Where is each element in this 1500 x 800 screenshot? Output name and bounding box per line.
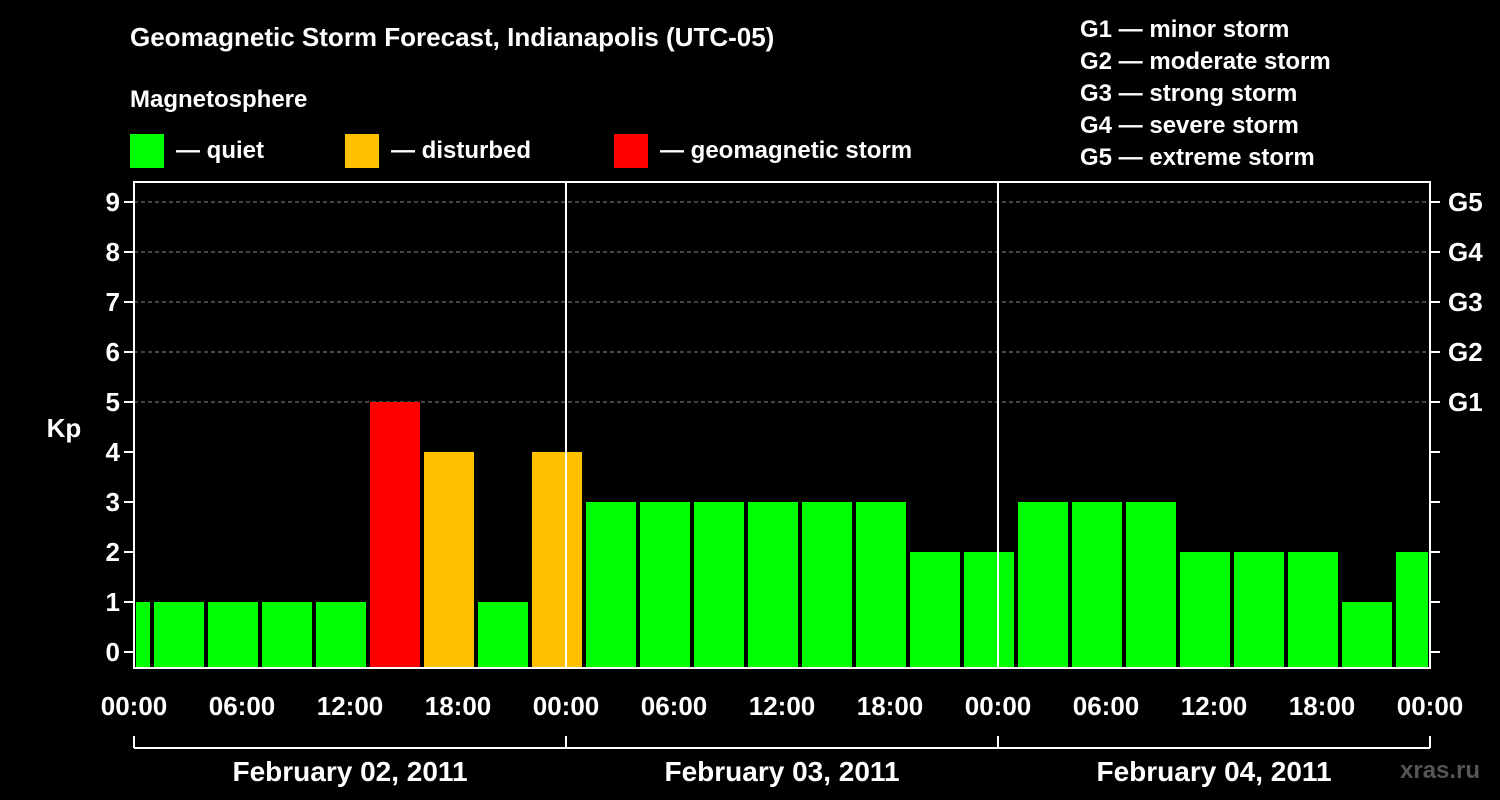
kp-bar bbox=[694, 502, 744, 668]
y-tick-label: 6 bbox=[106, 337, 120, 367]
x-tick-label: 00:00 bbox=[533, 691, 600, 721]
legend-item-quiet: — quiet bbox=[130, 134, 264, 168]
y-tick-label: 1 bbox=[106, 587, 120, 617]
kp-bar bbox=[586, 502, 636, 668]
kp-bar bbox=[1288, 552, 1338, 668]
storm-scale-g2: G2 — moderate storm bbox=[1080, 48, 1331, 75]
x-tick-label: 12:00 bbox=[1181, 691, 1248, 721]
legend-heading: Magnetosphere bbox=[130, 86, 308, 113]
day-label: February 04, 2011 bbox=[1096, 756, 1331, 787]
day-label: February 03, 2011 bbox=[664, 756, 899, 787]
y-tick-label: 0 bbox=[106, 637, 120, 667]
storm-level-label: G1 bbox=[1448, 387, 1483, 417]
kp-bar bbox=[136, 602, 150, 668]
kp-bar bbox=[424, 452, 474, 668]
storm-scale-g4: G4 — severe storm bbox=[1080, 112, 1299, 139]
y-tick-label: 9 bbox=[106, 187, 120, 217]
kp-bar bbox=[802, 502, 852, 668]
storm-scale-g3: G3 — strong storm bbox=[1080, 80, 1298, 107]
storm-scale-g1: G1 — minor storm bbox=[1080, 16, 1290, 43]
x-tick-label: 06:00 bbox=[209, 691, 276, 721]
disturbed-swatch bbox=[345, 134, 379, 168]
x-tick-label: 06:00 bbox=[641, 691, 708, 721]
x-tick-label: 18:00 bbox=[425, 691, 492, 721]
legend-item-storm: — geomagnetic storm bbox=[614, 134, 912, 168]
chart-title: Geomagnetic Storm Forecast, Indianapolis… bbox=[130, 22, 775, 52]
watermark: xras.ru bbox=[1400, 757, 1481, 784]
x-tick-label: 00:00 bbox=[965, 691, 1032, 721]
kp-bar bbox=[478, 602, 528, 668]
storm-scale-legend: G1 — minor storm G2 — moderate storm G3 … bbox=[1080, 14, 1331, 174]
kp-bar bbox=[1342, 602, 1392, 668]
legend-label-quiet: — quiet bbox=[176, 137, 264, 164]
kp-bar bbox=[856, 502, 906, 668]
legend-label-storm: — geomagnetic storm bbox=[660, 137, 913, 164]
kp-bar bbox=[154, 602, 204, 668]
storm-level-label: G3 bbox=[1448, 287, 1483, 317]
storm-level-label: G2 bbox=[1448, 337, 1483, 367]
kp-bar bbox=[964, 552, 1014, 668]
y-tick-label: 5 bbox=[106, 387, 120, 417]
x-tick-label: 00:00 bbox=[101, 691, 168, 721]
storm-level-label: G5 bbox=[1448, 187, 1483, 217]
x-tick-label: 12:00 bbox=[317, 691, 384, 721]
kp-bar bbox=[748, 502, 798, 668]
y-tick-label: 8 bbox=[106, 237, 120, 267]
plot-frame bbox=[133, 181, 1431, 669]
kp-bar bbox=[1126, 502, 1176, 668]
quiet-swatch bbox=[130, 134, 164, 168]
x-tick-label: 12:00 bbox=[749, 691, 816, 721]
x-tick-label: 18:00 bbox=[857, 691, 924, 721]
kp-bar bbox=[262, 602, 312, 668]
kp-bar bbox=[208, 602, 258, 668]
storm-swatch bbox=[614, 134, 648, 168]
y-tick-label: 2 bbox=[106, 537, 120, 567]
y-axis-label: Kp bbox=[47, 413, 82, 443]
x-tick-label: 00:00 bbox=[1397, 691, 1464, 721]
legend-label-disturbed: — disturbed bbox=[391, 137, 532, 164]
kp-bar bbox=[910, 552, 960, 668]
x-tick-label: 18:00 bbox=[1289, 691, 1356, 721]
y-tick-label: 3 bbox=[106, 487, 120, 517]
y-tick-label: 7 bbox=[106, 287, 120, 317]
kp-bar bbox=[1018, 502, 1068, 668]
kp-bar bbox=[532, 452, 582, 668]
kp-bar bbox=[316, 602, 366, 668]
kp-bar bbox=[1234, 552, 1284, 668]
kp-bar bbox=[1072, 502, 1122, 668]
day-label: February 02, 2011 bbox=[232, 756, 467, 787]
y-tick-label: 4 bbox=[106, 437, 121, 467]
kp-bar bbox=[1180, 552, 1230, 668]
legend-item-disturbed: — disturbed bbox=[345, 134, 531, 168]
storm-scale-g5: G5 — extreme storm bbox=[1080, 144, 1315, 171]
storm-level-label: G4 bbox=[1448, 237, 1483, 267]
kp-bar bbox=[1396, 552, 1428, 668]
kp-bar bbox=[370, 402, 420, 668]
x-tick-label: 06:00 bbox=[1073, 691, 1140, 721]
kp-bar bbox=[640, 502, 690, 668]
